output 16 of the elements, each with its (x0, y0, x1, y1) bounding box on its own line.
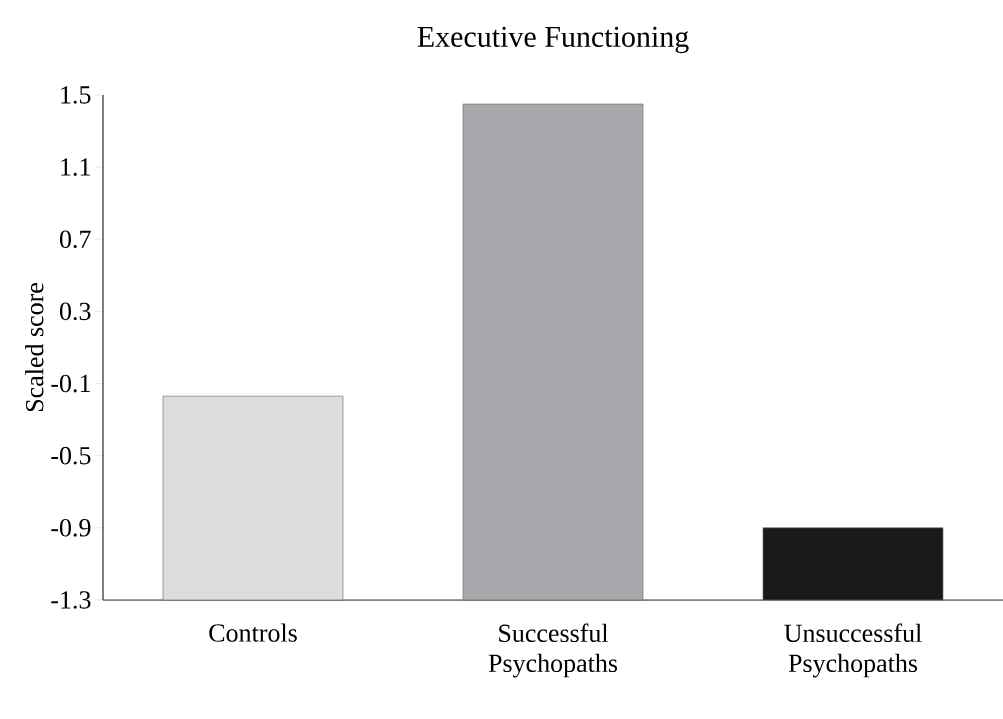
y-axis-title: Scaled score (25, 283, 44, 412)
x-tick-label: Successful Psychopaths (488, 623, 618, 678)
y-tick-label: -0.9 (51, 519, 91, 537)
y-tick-label: -0.5 (51, 446, 91, 465)
y-tick-label: 0.3 (59, 302, 91, 321)
x-tick-label: Controls (209, 623, 297, 642)
x-tick-label: Unsuccessful Psychopaths (784, 623, 922, 678)
y-tick-label: -1.3 (51, 591, 91, 609)
bar (162, 395, 344, 601)
y-tick-label: 0.7 (59, 230, 91, 249)
y-tick-label: 1.1 (61, 158, 90, 176)
bar (762, 527, 944, 601)
chart-title: Executive Functioning (417, 26, 689, 54)
bar (462, 103, 644, 601)
y-tick-label: -0.1 (51, 374, 90, 393)
y-tick-label: 1.5 (61, 86, 91, 104)
